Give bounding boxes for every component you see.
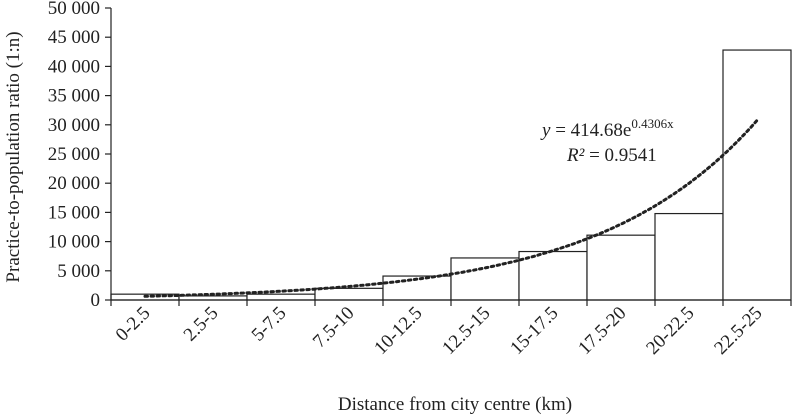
y-axis-ticks: 0 5 000 10 000 15 000 20 000 25 000 30 000 35 0…: [48, 0, 111, 311]
x-tick-label: 22.5-25: [710, 303, 766, 359]
x-tick-label: 12.5-15: [438, 303, 494, 359]
x-tick-label: 10-12.5: [370, 303, 426, 359]
x-tick-label: 2.5-5: [180, 303, 223, 346]
x-axis-title: Distance from city centre (km): [338, 394, 572, 415]
y-tick-label: 20 000: [48, 173, 100, 194]
trendline-equation: y = 414.68e0.4306x: [540, 116, 674, 141]
y-axis-title: Practice-to-population ratio (1:n): [3, 31, 24, 282]
y-tick-label: 40 000: [48, 56, 100, 77]
y-tick-label: 0: [91, 290, 101, 311]
bar: [654, 212, 724, 301]
bar: [314, 287, 384, 301]
trendline: [143, 118, 759, 298]
r2-value: = 0.9541: [584, 145, 656, 166]
y-tick-label: 30 000: [48, 115, 100, 136]
trendline-r2: R² = 0.9541: [566, 145, 657, 166]
y-tick-label: 45 000: [48, 27, 100, 48]
x-tick-label: 0-2.5: [112, 303, 155, 346]
bars: [110, 49, 792, 301]
bar: [586, 234, 656, 301]
y-tick-label: 10 000: [48, 232, 100, 253]
x-tick-label: 5-7.5: [248, 303, 291, 346]
x-tick-label: 20-22.5: [642, 303, 698, 359]
y-tick-label: 35 000: [48, 86, 100, 107]
x-tick-label: 7.5-10: [309, 303, 359, 353]
y-tick-label: 50 000: [48, 0, 100, 19]
equation-exponent: 0.4306x: [631, 116, 674, 131]
y-tick-label: 25 000: [48, 144, 100, 165]
y-tick-label: 15 000: [48, 202, 100, 223]
bar: [722, 49, 792, 301]
x-tick-label: 17.5-20: [574, 303, 630, 359]
r2-symbol: R²: [566, 145, 585, 166]
x-tick-label: 15-17.5: [506, 303, 562, 359]
equation-y-symbol: y: [540, 120, 551, 141]
x-axis-ticks: 0-2.5 2.5-5 5-7.5 7.5-10 10-12.5 12.5-15 15-17…: [110, 300, 792, 359]
y-tick-label: 5 000: [57, 261, 100, 282]
bar: [246, 293, 316, 301]
equation-coefficient: = 414.68e: [550, 120, 631, 141]
bar: [450, 257, 520, 301]
